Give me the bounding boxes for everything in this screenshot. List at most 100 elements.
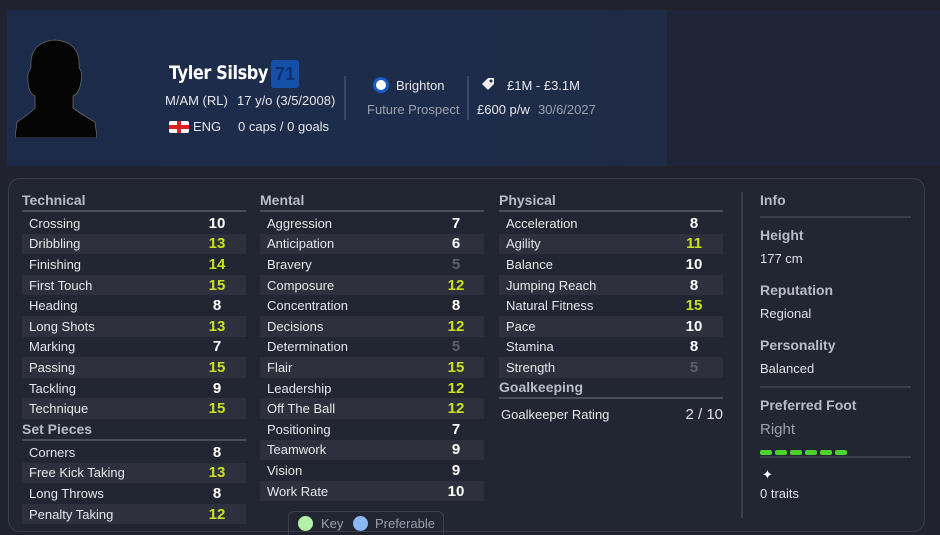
attribute-value: 12 <box>447 317 465 335</box>
attribute-value: 5 <box>451 338 461 356</box>
player-header: Tyler Silsby 71 M/AM (RL) 17 y/o (3/5/20… <box>7 10 667 166</box>
attribute-row[interactable]: Flair 15 <box>260 357 484 378</box>
attribute-value: 14 <box>208 255 226 273</box>
attribute-value: 12 <box>447 400 465 418</box>
attribute-row[interactable]: Acceleration 8 <box>499 213 723 234</box>
attribute-row[interactable]: Dribbling 13 <box>22 233 246 255</box>
attribute-name: Flair <box>267 359 293 375</box>
attribute-row[interactable]: Jumping Reach 8 <box>499 274 723 296</box>
attribute-row[interactable]: Finishing 14 <box>22 254 246 275</box>
attribute-name: Technique <box>29 401 89 417</box>
attribute-row[interactable]: Vision 9 <box>260 460 484 481</box>
attribute-value: 7 <box>451 214 461 232</box>
attribute-row[interactable]: Agility 11 <box>499 233 723 255</box>
foot-bar-segment <box>820 450 832 455</box>
attribute-row[interactable]: Positioning 7 <box>260 419 484 440</box>
attribute-value: 11 <box>686 235 702 253</box>
attribute-name: Free Kick Taking <box>29 465 125 481</box>
preferable-dot-icon <box>353 516 368 531</box>
attribute-row[interactable]: Natural Fitness 15 <box>499 295 723 316</box>
attribute-value: 8 <box>689 338 699 356</box>
attribute-name: Long Shots <box>29 318 95 334</box>
attribute-row[interactable]: Determination 5 <box>260 337 484 358</box>
attribute-name: Acceleration <box>506 215 578 231</box>
attribute-row[interactable]: Teamwork 9 <box>260 439 484 461</box>
attribute-name: Marking <box>29 339 76 355</box>
attribute-row[interactable]: Pace 10 <box>499 315 723 337</box>
attribute-value: 9 <box>451 441 461 459</box>
attribute-value: 8 <box>689 214 699 232</box>
traits[interactable]: 0 traits <box>760 486 800 501</box>
attribute-name: Teamwork <box>267 442 327 458</box>
attribute-value: 15 <box>208 400 226 418</box>
attribute-name: Vision <box>267 462 303 478</box>
value: £1M - £3.1M <box>507 78 580 93</box>
attribute-row[interactable]: Aggression 7 <box>260 213 484 234</box>
attribute-name: Passing <box>29 359 76 375</box>
attribute-name: Off The Ball <box>267 401 336 417</box>
foot-strength-bar <box>760 442 850 460</box>
attribute-name: Balance <box>506 256 553 272</box>
attribute-row[interactable]: Passing 15 <box>22 357 246 378</box>
attribute-row[interactable]: Concentration 8 <box>260 295 484 316</box>
england-flag-icon <box>169 121 189 133</box>
attribute-row[interactable]: Leadership 12 <box>260 378 484 399</box>
attribute-row[interactable]: Long Throws 8 <box>22 483 246 504</box>
attribute-row[interactable]: Tackling 9 <box>22 378 246 399</box>
age: 17 y/o (3/5/2008) <box>237 93 336 108</box>
attribute-row[interactable]: Anticipation 6 <box>260 233 484 255</box>
legend-preferable: Preferable <box>375 516 435 531</box>
attribute-row[interactable]: Technique 15 <box>22 398 246 419</box>
attribute-value: 15 <box>685 297 703 315</box>
section-title: Goalkeeping <box>499 379 723 399</box>
attribute-row[interactable]: Penalty Taking 12 <box>22 503 246 525</box>
sparkle-icon: ✦ <box>762 467 773 482</box>
section-title: Mental <box>260 192 484 212</box>
info-title: Info <box>760 192 786 208</box>
attribute-row[interactable]: Long Shots 13 <box>22 315 246 337</box>
divider <box>741 192 743 518</box>
attribute-row[interactable]: Bravery 5 <box>260 254 484 275</box>
attribute-row[interactable]: Heading 8 <box>22 295 246 316</box>
attribute-value: 10 <box>447 482 465 500</box>
attribute-value: 15 <box>447 358 465 376</box>
attribute-value: 12 <box>208 505 226 523</box>
foot-bar-segment <box>805 450 817 455</box>
attribute-row[interactable]: Crossing 10 <box>22 213 246 234</box>
section-title: Technical <box>22 192 246 212</box>
price-tag-icon <box>482 78 494 90</box>
attribute-value: 10 <box>208 214 226 232</box>
attribute-name: Stamina <box>506 339 554 355</box>
attribute-value: 13 <box>208 235 226 253</box>
personality-value: Balanced <box>760 361 815 376</box>
attribute-row[interactable]: Free Kick Taking 13 <box>22 462 246 484</box>
attribute-name: First Touch <box>29 277 93 293</box>
gk-rating-label: Goalkeeper Rating <box>501 406 610 422</box>
nation: ENG <box>193 119 222 134</box>
attribute-name: Aggression <box>267 215 333 231</box>
attribute-row[interactable]: Off The Ball 12 <box>260 398 484 419</box>
personality-label: Personality <box>760 337 836 353</box>
attribute-row[interactable]: Composure 12 <box>260 274 484 296</box>
attribute-value: 10 <box>685 255 703 273</box>
attribute-row[interactable]: Stamina 8 <box>499 337 723 358</box>
attribute-name: Leadership <box>267 380 332 396</box>
attribute-row[interactable]: Work Rate 10 <box>260 480 484 502</box>
attribute-row[interactable]: Balance 10 <box>499 254 723 275</box>
attribute-row[interactable]: Marking 7 <box>22 337 246 358</box>
attribute-row[interactable]: Strength 5 <box>499 357 723 378</box>
attribute-value: 9 <box>212 379 222 397</box>
attribute-name: Jumping Reach <box>506 277 597 293</box>
preferred-foot-value: Right <box>760 421 796 438</box>
attribute-row[interactable]: Decisions 12 <box>260 315 484 337</box>
attribute-name: Dribbling <box>29 236 81 252</box>
attribute-name: Anticipation <box>267 236 335 252</box>
wage: £600 p/w <box>477 102 530 117</box>
club-link[interactable]: Brighton <box>396 78 445 93</box>
foot-bar-segment <box>790 450 802 455</box>
attribute-row[interactable]: Corners 8 <box>22 442 246 463</box>
attribute-value: 8 <box>212 297 222 315</box>
legend: Key Preferable <box>288 511 444 535</box>
contract-expiry: 30/6/2027 <box>538 102 596 117</box>
attribute-row[interactable]: First Touch 15 <box>22 274 246 296</box>
